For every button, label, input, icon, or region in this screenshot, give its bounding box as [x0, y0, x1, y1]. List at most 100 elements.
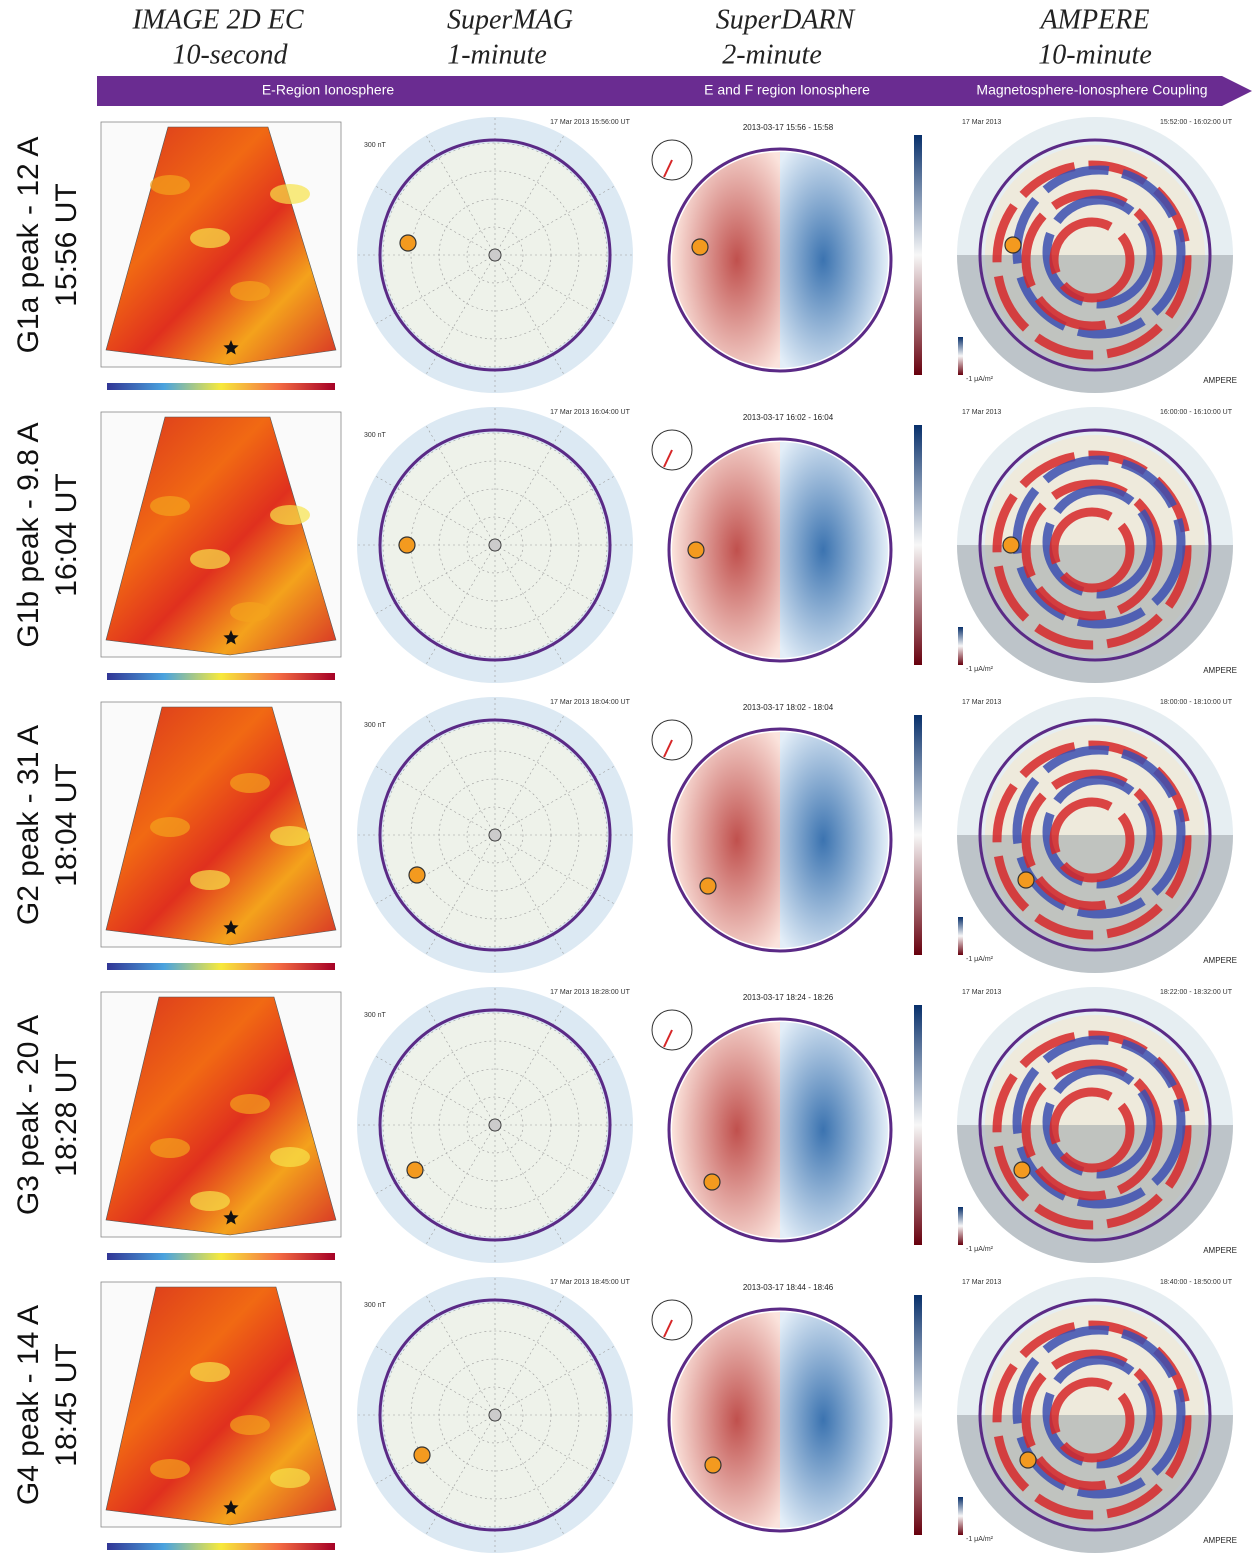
- ampere-scale: -1 μA/m²: [966, 376, 994, 383]
- current-colorbar: [958, 627, 963, 665]
- potential-positive: [780, 1022, 888, 1238]
- banner-label: E-Region Ionosphere: [262, 82, 395, 98]
- column-cadence: 10-minute: [1038, 39, 1152, 70]
- ampere-scale: -1 μA/m²: [966, 1246, 994, 1253]
- supermag-scale: 300 nT: [364, 1012, 387, 1019]
- figure: IMAGE 2D EC 10-second SuperMAG 1-minute …: [0, 0, 1252, 1553]
- location-marker: [407, 1162, 423, 1178]
- banner-label: E and F region Ionosphere: [704, 82, 870, 98]
- superdarn-title: 2013-03-17 18:44 - 18:46: [743, 1283, 834, 1292]
- ampere-time: 18:40:00 - 18:50:00 UT: [1160, 1279, 1233, 1286]
- ampere-date: 17 Mar 2013: [962, 1279, 1001, 1286]
- colorbar: [107, 963, 335, 970]
- ampere-date: 17 Mar 2013: [962, 989, 1001, 996]
- ampere-date: 17 Mar 2013: [962, 119, 1001, 126]
- location-marker: [409, 867, 425, 883]
- ec-feature: [230, 1094, 270, 1114]
- potential-colorbar: [914, 135, 922, 375]
- location-marker: [1018, 872, 1034, 888]
- ec-feature: [270, 505, 310, 525]
- ampere-logo: AMPERE: [1203, 956, 1237, 965]
- supermag-date: 17 Mar 2013 18:45:00 UT: [550, 1279, 630, 1286]
- colorbar: [107, 673, 335, 680]
- banner-label: Magnetosphere-Ionosphere Coupling: [976, 82, 1207, 98]
- ampere-date: 17 Mar 2013: [962, 409, 1001, 416]
- pole: [489, 249, 501, 261]
- ec-feature: [150, 175, 190, 195]
- supermag-scale: 300 nT: [364, 722, 387, 729]
- potential-negative: [672, 1022, 780, 1238]
- current-colorbar: [958, 917, 963, 955]
- potential-positive: [780, 442, 888, 658]
- supermag-date: 17 Mar 2013 18:28:00 UT: [550, 989, 630, 996]
- supermag-date: 17 Mar 2013 16:04:00 UT: [550, 409, 630, 416]
- superdarn-title: 2013-03-17 15:56 - 15:58: [743, 123, 834, 132]
- row-label: G4 peak - 14 A: [12, 1305, 45, 1505]
- ec-feature: [150, 817, 190, 837]
- ec-feature: [230, 281, 270, 301]
- column-cadence: 2-minute: [722, 39, 822, 70]
- location-marker: [1005, 237, 1021, 253]
- current-colorbar: [958, 1207, 963, 1245]
- ec-feature: [230, 602, 270, 622]
- row: G1b peak - 9.8 A16:04 UT17 Mar 2013 16:0…: [12, 407, 1237, 683]
- supermag-date: 17 Mar 2013 18:04:00 UT: [550, 699, 630, 706]
- potential-negative: [672, 152, 780, 368]
- ampere-logo: AMPERE: [1203, 1246, 1237, 1255]
- supermag-scale: 300 nT: [364, 432, 387, 439]
- location-marker: [688, 542, 704, 558]
- column-title: SuperMAG: [447, 4, 573, 35]
- row-label: G1b peak - 9.8 A: [12, 422, 45, 647]
- potential-colorbar: [914, 1005, 922, 1245]
- ampere-scale: -1 μA/m²: [966, 666, 994, 673]
- ec-feature: [190, 870, 230, 890]
- pole: [489, 1119, 501, 1131]
- location-marker: [414, 1447, 430, 1463]
- ec-feature: [190, 228, 230, 248]
- potential-negative: [672, 1312, 780, 1528]
- ec-feature: [190, 549, 230, 569]
- row-time: 18:45 UT: [50, 1343, 83, 1466]
- potential-negative: [672, 732, 780, 948]
- ampere-scale: -1 μA/m²: [966, 1536, 994, 1543]
- pole: [489, 829, 501, 841]
- ampere-time: 15:52:00 - 16:02:00 UT: [1160, 119, 1233, 126]
- superdarn-title: 2013-03-17 18:02 - 18:04: [743, 703, 834, 712]
- location-marker: [1014, 1162, 1030, 1178]
- potential-positive: [780, 152, 888, 368]
- ampere-time: 16:00:00 - 16:10:00 UT: [1160, 409, 1233, 416]
- ec-feature: [270, 1468, 310, 1488]
- ampere-logo: AMPERE: [1203, 666, 1237, 675]
- pole: [489, 1409, 501, 1421]
- row-label: G1a peak - 12 A: [12, 137, 45, 354]
- current-colorbar: [958, 337, 963, 375]
- pole: [489, 539, 501, 551]
- ec-feature: [270, 1147, 310, 1167]
- ampere-logo: AMPERE: [1203, 376, 1237, 385]
- location-marker: [399, 537, 415, 553]
- ec-feature: [190, 1191, 230, 1211]
- ampere-scale: -1 μA/m²: [966, 956, 994, 963]
- location-marker: [700, 878, 716, 894]
- column-headers: IMAGE 2D EC 10-second SuperMAG 1-minute …: [131, 4, 1151, 70]
- ec-feature: [150, 496, 190, 516]
- ampere-time: 18:00:00 - 18:10:00 UT: [1160, 699, 1233, 706]
- location-marker: [692, 239, 708, 255]
- ampere-time: 18:22:00 - 18:32:00 UT: [1160, 989, 1233, 996]
- colorbar: [107, 1253, 335, 1260]
- column-cadence: 1-minute: [447, 39, 547, 70]
- ec-feature: [230, 1415, 270, 1435]
- superdarn-title: 2013-03-17 18:24 - 18:26: [743, 993, 834, 1002]
- ec-feature: [270, 184, 310, 204]
- row-time: 18:28 UT: [50, 1053, 83, 1176]
- ec-feature: [150, 1459, 190, 1479]
- ampere-logo: AMPERE: [1203, 1536, 1237, 1545]
- ec-feature: [230, 773, 270, 793]
- row-time: 18:04 UT: [50, 763, 83, 886]
- location-marker: [704, 1174, 720, 1190]
- ampere-date: 17 Mar 2013: [962, 699, 1001, 706]
- potential-colorbar: [914, 1295, 922, 1535]
